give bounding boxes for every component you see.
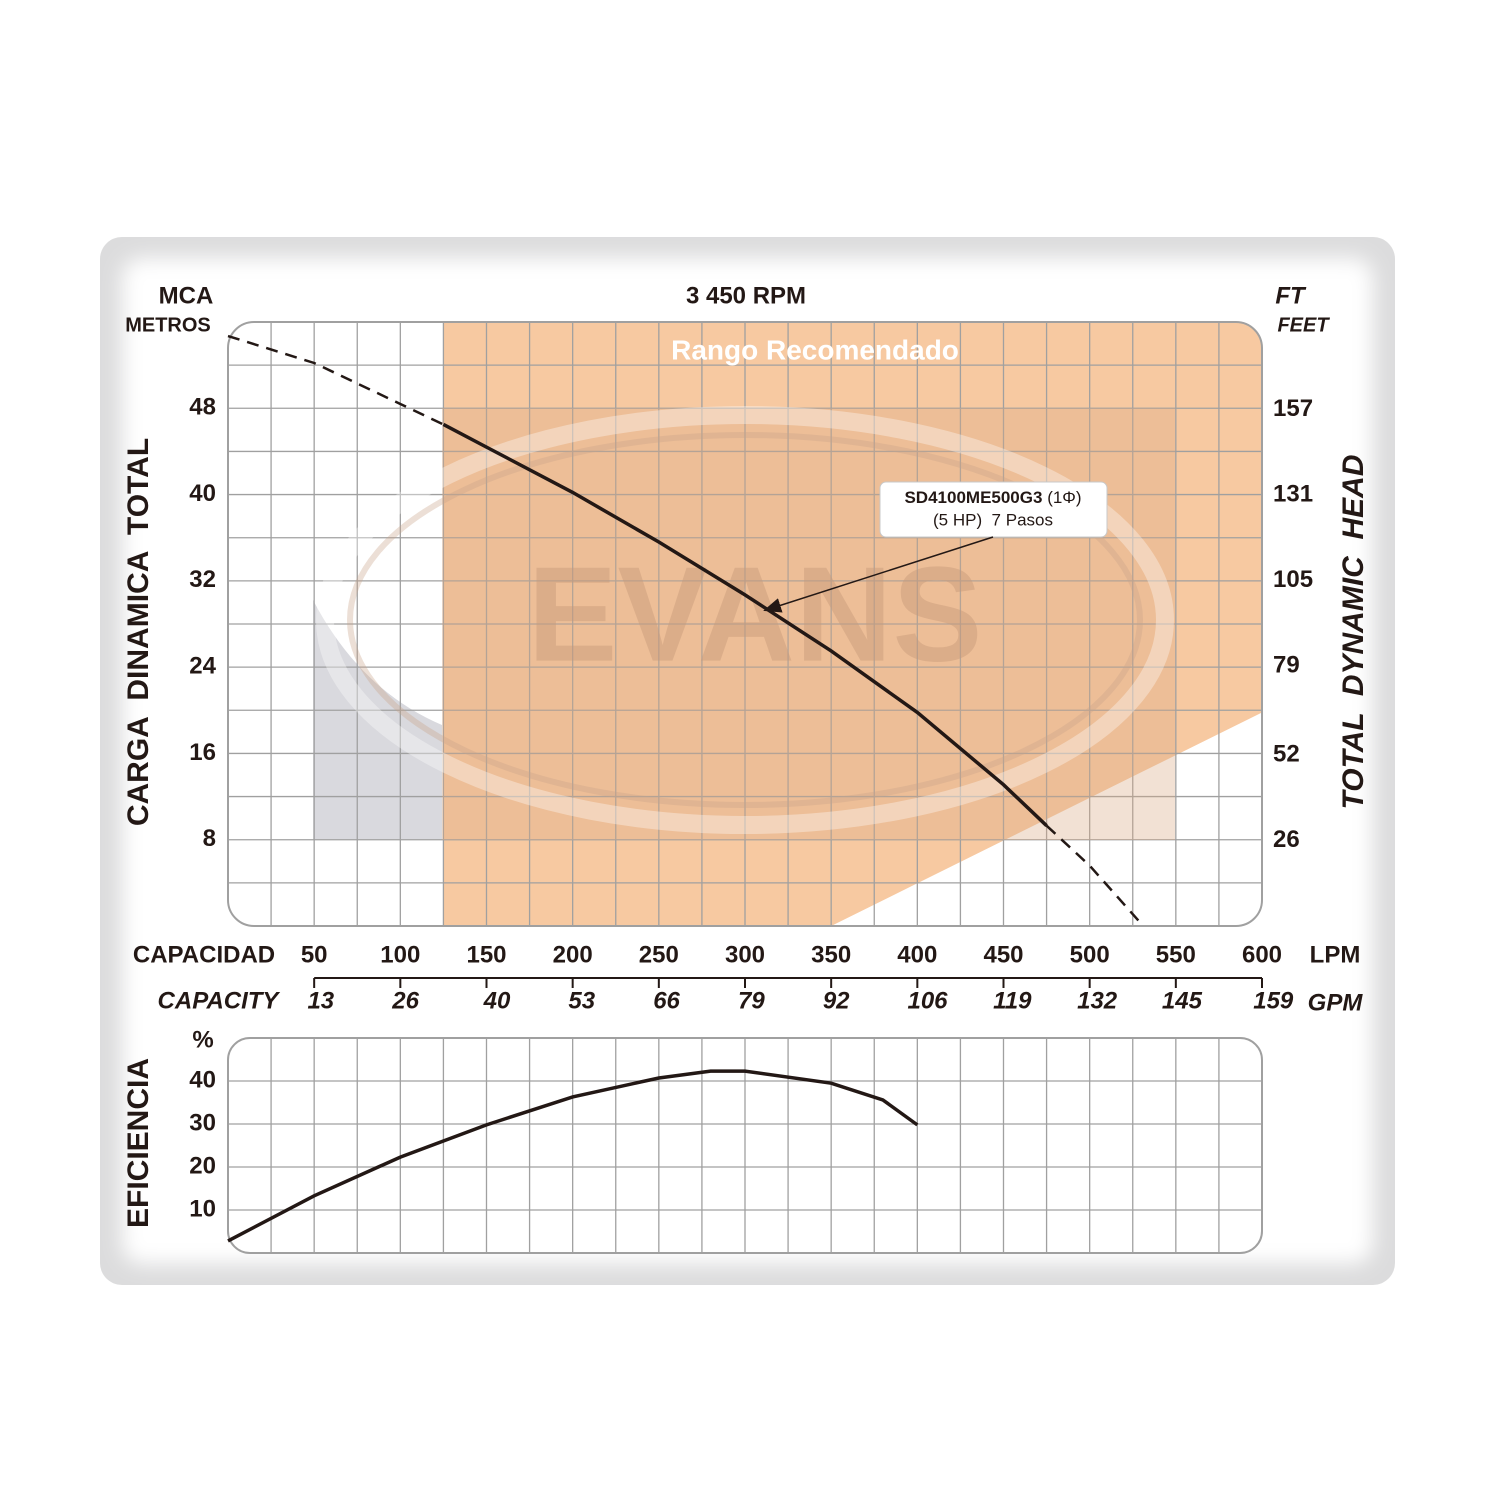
y-tick-label: 32 bbox=[189, 566, 216, 593]
y2-tick-label: 52 bbox=[1273, 740, 1300, 767]
y-tick-label: 30 bbox=[189, 1109, 216, 1136]
y-tick-label: 48 bbox=[189, 394, 216, 421]
x-tick-label: 200 bbox=[553, 941, 593, 968]
x-tick-label: 600 bbox=[1242, 941, 1282, 968]
x2-tick-label: 53 bbox=[568, 987, 595, 1014]
x2-tick-label: 26 bbox=[391, 987, 419, 1014]
x2-tick-label: 13 bbox=[307, 987, 334, 1014]
curve-dashed bbox=[227, 334, 444, 426]
annotation-arrow bbox=[763, 536, 994, 613]
x-tick-label: 550 bbox=[1156, 941, 1196, 968]
annotation-model: SD4100ME500G3 bbox=[904, 488, 1042, 507]
region-label: Rango Recomendado bbox=[671, 334, 959, 365]
y-unit-sub: METROS bbox=[125, 314, 211, 336]
logo-ring bbox=[316, 406, 1174, 834]
curve bbox=[227, 1069, 919, 1243]
y2-tick-label: 131 bbox=[1273, 481, 1313, 508]
x2-tick-label: 92 bbox=[823, 987, 850, 1014]
x2-tick-label: 145 bbox=[1162, 987, 1203, 1014]
y-unit: MCA bbox=[159, 282, 214, 309]
y2-tick-label: 26 bbox=[1273, 826, 1300, 853]
x2-tick-label: 79 bbox=[738, 987, 765, 1014]
annotation-detail: (5 HP) 7 Pasos bbox=[933, 510, 1053, 529]
curve bbox=[442, 422, 1048, 827]
plot-back bbox=[228, 322, 1262, 926]
y2-tick-label: 105 bbox=[1273, 566, 1313, 593]
annotation-phase: (1Φ) bbox=[1047, 488, 1081, 507]
x2-axis-label: CAPACITY bbox=[158, 987, 281, 1014]
x2-tick-label: 159 bbox=[1253, 987, 1294, 1014]
chart-title: 3 450 RPM bbox=[686, 282, 806, 309]
y-tick-label: 10 bbox=[189, 1195, 216, 1222]
logo-shade bbox=[313, 600, 442, 840]
plot-border bbox=[227, 1037, 1263, 1254]
y-axis-label: EFICIENCIA bbox=[122, 1058, 155, 1228]
y2-tick-label: 79 bbox=[1273, 652, 1300, 679]
x-tick-label: 500 bbox=[1070, 941, 1110, 968]
y-tick-label: 40 bbox=[189, 480, 216, 507]
x2-tick-label: 106 bbox=[907, 987, 948, 1014]
plot-back bbox=[228, 1038, 1262, 1253]
x-tick-label: 100 bbox=[380, 941, 420, 968]
x2-tick-label: 132 bbox=[1077, 987, 1118, 1014]
x2-tick-label: 66 bbox=[653, 987, 680, 1014]
curve-dashed bbox=[1045, 824, 1143, 925]
y-axis-label: CARGA DINAMICA TOTAL bbox=[122, 438, 155, 826]
annotation-box bbox=[879, 481, 1108, 538]
y2-unit-sub: FEET bbox=[1277, 314, 1330, 336]
watermark: EVANS bbox=[527, 539, 982, 690]
x2-tick-label: 119 bbox=[993, 987, 1032, 1014]
y-tick-label: 24 bbox=[189, 652, 216, 679]
plot-front: EVANS bbox=[316, 406, 1175, 840]
y-unit: % bbox=[192, 1026, 213, 1053]
y-tick-label: 20 bbox=[189, 1152, 216, 1179]
y-tick-label: 40 bbox=[189, 1066, 216, 1093]
x-axis-label: CAPACIDAD bbox=[133, 941, 275, 968]
logo-block bbox=[442, 408, 1175, 840]
x-tick-label: 250 bbox=[639, 941, 679, 968]
x2-tick-label: 40 bbox=[483, 987, 511, 1014]
logo-ring bbox=[347, 432, 1143, 808]
lines bbox=[227, 334, 1263, 1243]
x-tick-label: 50 bbox=[301, 941, 328, 968]
y-tick-label: 8 bbox=[203, 825, 216, 852]
y-tick-label: 16 bbox=[189, 739, 216, 766]
x-tick-label: 300 bbox=[725, 941, 765, 968]
y2-axis-label: TOTAL DYNAMIC HEAD bbox=[1337, 454, 1370, 809]
labels: MCA METROS 3 450 RPM FT FEET CARGA DINAM… bbox=[122, 282, 1370, 1228]
x-tick-label: 350 bbox=[811, 941, 851, 968]
x-unit: LPM bbox=[1310, 941, 1361, 968]
x-tick-label: 450 bbox=[983, 941, 1023, 968]
annotation: SD4100ME500G3 (1Φ) bbox=[904, 488, 1081, 507]
y2-tick-label: 157 bbox=[1273, 395, 1313, 422]
x-tick-label: 150 bbox=[466, 941, 506, 968]
plot-border bbox=[227, 321, 1263, 927]
x2-unit: GPM bbox=[1308, 989, 1364, 1016]
y2-unit: FT bbox=[1275, 282, 1307, 309]
x-tick-label: 400 bbox=[897, 941, 937, 968]
